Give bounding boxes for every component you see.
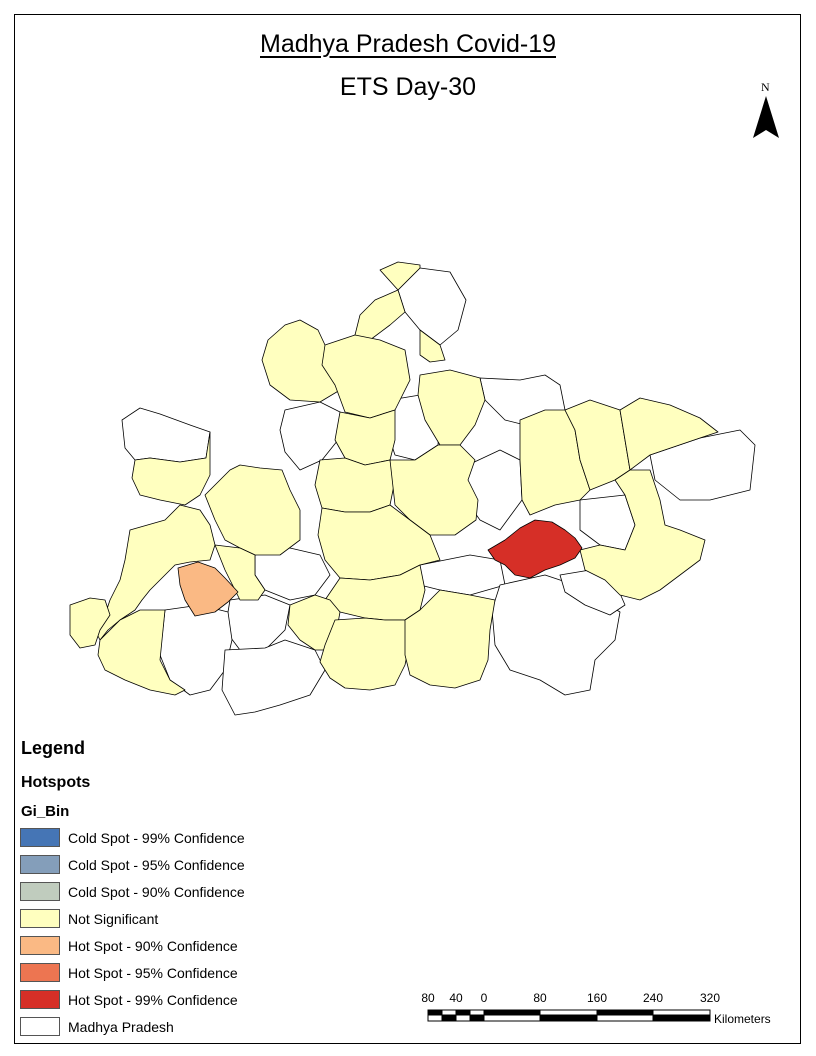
map-title: Madhya Pradesh Covid-19 [260, 30, 556, 58]
scale-tick-label: 40 [449, 991, 463, 1005]
scale-unit-label: Kilometers [714, 1012, 771, 1026]
district-not-significant [519, 409, 591, 516]
district-not-significant [619, 397, 719, 471]
district-not-significant [419, 329, 446, 363]
legend-label: Cold Spot - 99% Confidence [68, 830, 245, 846]
legend-label: Cold Spot - 90% Confidence [68, 884, 245, 900]
district-not-significant [69, 597, 111, 649]
legend-field-name: Gi_Bin [21, 803, 70, 820]
legend-swatch [20, 855, 60, 874]
district-map [69, 261, 756, 716]
legend-swatch [20, 882, 60, 901]
district-hot-spot-99 [487, 519, 583, 579]
district-white [397, 267, 467, 346]
district-not-significant [404, 589, 496, 689]
legend-swatch [20, 828, 60, 847]
district-not-significant [314, 457, 396, 513]
legend-label: Hot Spot - 95% Confidence [68, 965, 238, 981]
legend-swatch [20, 909, 60, 928]
district-not-significant [131, 431, 211, 506]
district-hot-spot-90 [177, 561, 239, 617]
district-not-significant [97, 609, 186, 696]
scale-tick-label: 240 [642, 991, 664, 1005]
district-not-significant [334, 409, 396, 466]
district-not-significant [579, 469, 706, 601]
map-frame [14, 14, 801, 1044]
legend-title: Legend [21, 738, 86, 758]
scale-tick-label: 0 [480, 991, 488, 1005]
scale-tick-label: 80 [421, 991, 435, 1005]
scale-tick-label: 320 [699, 991, 721, 1005]
district-white [121, 407, 211, 463]
district-white [649, 429, 756, 501]
north-label: N [761, 80, 770, 94]
legend-label: Hot Spot - 99% Confidence [68, 992, 238, 1008]
legend-swatch [20, 936, 60, 955]
district-not-significant [321, 334, 411, 419]
district-not-significant [319, 617, 411, 691]
district-not-significant [317, 504, 441, 581]
legend-layer-name: Hotspots [21, 774, 91, 791]
legend-swatch [20, 963, 60, 982]
legend-swatch [20, 1017, 60, 1036]
map-subtitle: ETS Day-30 [339, 73, 477, 101]
scale-tick-label: 80 [533, 991, 547, 1005]
scale-tick-label: 160 [586, 991, 608, 1005]
legend-label: Hot Spot - 90% Confidence [68, 938, 238, 954]
district-not-significant [204, 464, 301, 556]
district-white [221, 639, 326, 716]
district-white [579, 494, 636, 551]
district-not-significant [417, 369, 486, 446]
legend-label: Madhya Pradesh [68, 1019, 174, 1035]
north-arrow-icon [753, 96, 779, 138]
district-not-significant [214, 544, 266, 601]
legend-label: Not Significant [68, 911, 159, 927]
legend-swatch [20, 990, 60, 1009]
district-white [254, 547, 331, 601]
legend-label: Cold Spot - 95% Confidence [68, 857, 245, 873]
